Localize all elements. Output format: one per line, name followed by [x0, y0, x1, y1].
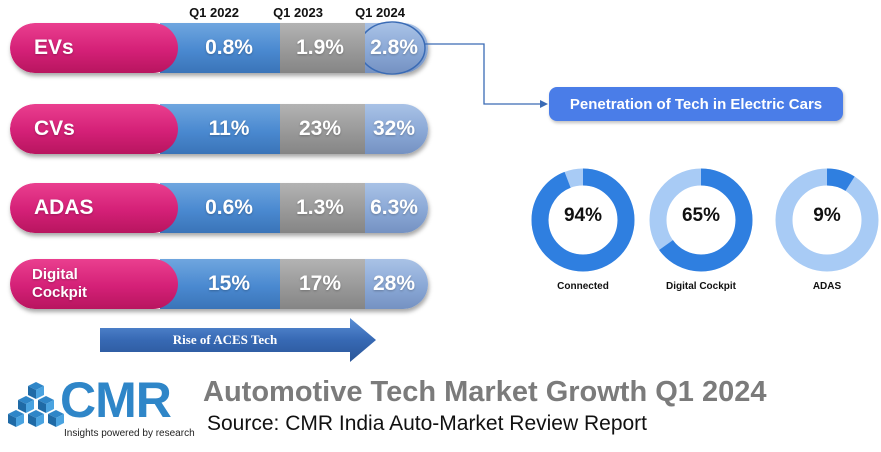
cell-q1-2023: 23%	[265, 104, 365, 154]
cell-q1-2022: 15%	[160, 259, 280, 309]
cell-q1-2022: 0.6%	[160, 183, 280, 233]
cube-cluster-icon	[8, 382, 64, 427]
cell-q1-2023: 1.9%	[265, 23, 365, 73]
donut-label-digital-cockpit: Digital Cockpit	[665, 281, 736, 292]
column-header-q1-2023: Q1 2023	[273, 5, 323, 20]
row-label: EVs	[10, 23, 178, 73]
source-note: Source: CMR India Auto-Market Review Rep…	[207, 412, 648, 435]
page-title: Automotive Tech Market Growth Q1 2024	[203, 376, 767, 408]
connector-line	[425, 43, 541, 105]
donut-label-adas: ADAS	[812, 281, 842, 292]
column-header-q1-2024: Q1 2024	[355, 5, 405, 20]
penetration-title: Penetration of Tech in Electric Cars	[549, 87, 843, 121]
donut-value-connected: 94%	[563, 205, 603, 226]
table-row-evs: EVs 0.8% 1.9% 2.8%	[10, 23, 428, 73]
table-row-cvs: CVs 11% 23% 32%	[10, 104, 428, 154]
table-row-digital-cockpit: Digital Cockpit 15% 17% 28%	[10, 259, 428, 309]
arrow-label: Rise of ACES Tech	[172, 332, 278, 347]
cell-q1-2022: 11%	[160, 104, 280, 154]
cell-q1-2023: 1.3%	[265, 183, 365, 233]
cell-q1-2022: 0.8%	[160, 23, 280, 73]
logo: CMR	[60, 372, 172, 428]
donut-value-digital-cockpit: 65%	[681, 205, 721, 226]
row-label: CVs	[10, 104, 178, 154]
donut-label-connected: Connected	[557, 281, 609, 292]
column-header-q1-2022: Q1 2022	[189, 5, 239, 20]
logo-tagline: Insights powered by research	[64, 428, 195, 439]
table-row-adas: ADAS 0.6% 1.3% 6.3%	[10, 183, 428, 233]
row-label: ADAS	[10, 183, 178, 233]
row-label: Digital Cockpit	[10, 259, 178, 309]
donut-value-adas: 9%	[813, 205, 841, 226]
cell-q1-2023: 17%	[265, 259, 365, 309]
connector-arrowhead	[540, 100, 548, 108]
